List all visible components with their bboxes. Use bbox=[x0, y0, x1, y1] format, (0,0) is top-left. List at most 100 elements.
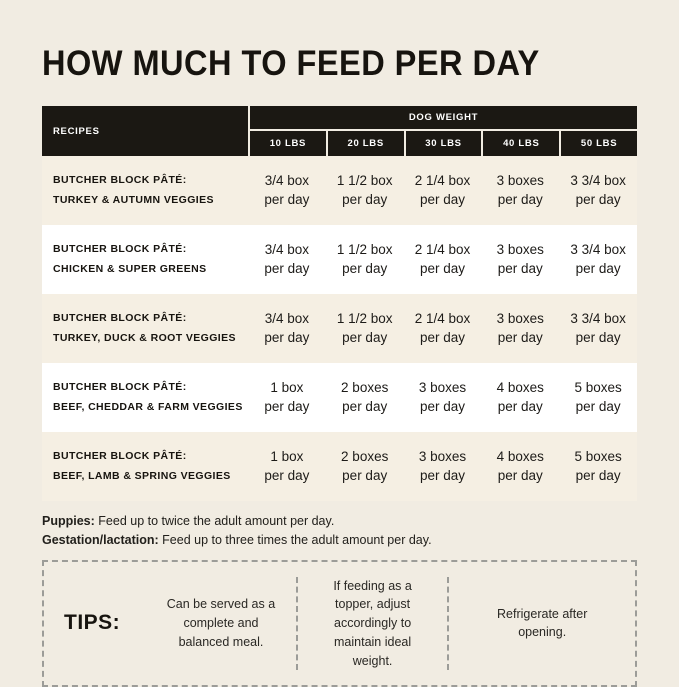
per-day-text: per day bbox=[576, 398, 621, 417]
weight-header-group: DOG WEIGHT 10 LBS 20 LBS 30 LBS 40 LBS 5… bbox=[250, 106, 637, 156]
per-day-text: per day bbox=[498, 191, 543, 210]
amount-text: 1 1/2 box bbox=[337, 172, 393, 191]
tip-topper: If feeding as a topper, adjust according… bbox=[296, 577, 448, 671]
recipe-line2: TURKEY & AUTUMN VEGGIES bbox=[53, 191, 248, 211]
feeding-amount-20lbs: 1 1/2 box per day bbox=[326, 156, 404, 225]
recipe-line2: CHICKEN & SUPER GREENS bbox=[53, 260, 248, 280]
recipe-line2: BEEF, CHEDDAR & FARM VEGGIES bbox=[53, 398, 248, 418]
recipe-line1: BUTCHER BLOCK PÂTÉ: bbox=[53, 378, 248, 398]
tip-refrigerate: Refrigerate after opening. bbox=[447, 577, 635, 671]
table-row-beef-cheddar-farm: BUTCHER BLOCK PÂTÉ: BEEF, CHEDDAR & FARM… bbox=[42, 363, 637, 432]
feeding-amount-50lbs: 3 3/4 box per day bbox=[559, 225, 637, 294]
amount-text: 2 1/4 box bbox=[415, 310, 471, 329]
recipe-line1: BUTCHER BLOCK PÂTÉ: bbox=[53, 447, 248, 467]
amount-text: 3 3/4 box bbox=[570, 310, 626, 329]
feeding-amount-40lbs: 4 boxes per day bbox=[481, 432, 559, 501]
weight-columns-row: 10 LBS 20 LBS 30 LBS 40 LBS 50 LBS bbox=[250, 131, 637, 156]
feeding-amount-50lbs: 5 boxes per day bbox=[559, 432, 637, 501]
feeding-amount-10lbs: 1 box per day bbox=[248, 363, 326, 432]
per-day-text: per day bbox=[264, 260, 309, 279]
weight-col-20lbs: 20 LBS bbox=[328, 131, 404, 156]
amount-text: 4 boxes bbox=[497, 448, 544, 467]
per-day-text: per day bbox=[420, 329, 465, 348]
amount-text: 5 boxes bbox=[574, 379, 621, 398]
feeding-amount-50lbs: 3 3/4 box per day bbox=[559, 294, 637, 363]
per-day-text: per day bbox=[498, 329, 543, 348]
per-day-text: per day bbox=[420, 260, 465, 279]
per-day-text: per day bbox=[420, 398, 465, 417]
page-title: HOW MUCH TO FEED PER DAY bbox=[42, 44, 595, 84]
dog-weight-header-cell: DOG WEIGHT bbox=[250, 106, 637, 129]
footnote-gestation: Gestation/lactation: Feed up to three ti… bbox=[42, 532, 637, 548]
recipe-name: BUTCHER BLOCK PÂTÉ: BEEF, LAMB & SPRING … bbox=[42, 432, 248, 501]
per-day-text: per day bbox=[264, 191, 309, 210]
amount-text: 1 1/2 box bbox=[337, 310, 393, 329]
per-day-text: per day bbox=[576, 260, 621, 279]
recipe-name: BUTCHER BLOCK PÂTÉ: CHICKEN & SUPER GREE… bbox=[42, 225, 248, 294]
per-day-text: per day bbox=[342, 467, 387, 486]
feeding-amount-20lbs: 2 boxes per day bbox=[326, 432, 404, 501]
feeding-amount-10lbs: 3/4 box per day bbox=[248, 225, 326, 294]
feeding-amount-30lbs: 2 1/4 box per day bbox=[404, 294, 482, 363]
amount-text: 1 box bbox=[270, 379, 303, 398]
per-day-text: per day bbox=[576, 191, 621, 210]
feeding-amount-40lbs: 4 boxes per day bbox=[481, 363, 559, 432]
per-day-text: per day bbox=[576, 467, 621, 486]
amount-text: 3/4 box bbox=[265, 310, 309, 329]
feeding-amount-50lbs: 3 3/4 box per day bbox=[559, 156, 637, 225]
feeding-amount-20lbs: 2 boxes per day bbox=[326, 363, 404, 432]
footnotes: Puppies: Feed up to twice the adult amou… bbox=[42, 513, 637, 549]
amount-text: 1 1/2 box bbox=[337, 241, 393, 260]
feeding-amount-30lbs: 2 1/4 box per day bbox=[404, 225, 482, 294]
feeding-amount-10lbs: 1 box per day bbox=[248, 432, 326, 501]
amount-text: 3 3/4 box bbox=[570, 172, 626, 191]
weight-col-30lbs: 30 LBS bbox=[406, 131, 482, 156]
amount-text: 3 3/4 box bbox=[570, 241, 626, 260]
recipe-name: BUTCHER BLOCK PÂTÉ: TURKEY & AUTUMN VEGG… bbox=[42, 156, 248, 225]
recipe-line1: BUTCHER BLOCK PÂTÉ: bbox=[53, 309, 248, 329]
feeding-amount-40lbs: 3 boxes per day bbox=[481, 294, 559, 363]
amount-text: 3/4 box bbox=[265, 172, 309, 191]
table-row-chicken-greens: BUTCHER BLOCK PÂTÉ: CHICKEN & SUPER GREE… bbox=[42, 225, 637, 294]
feeding-amount-50lbs: 5 boxes per day bbox=[559, 363, 637, 432]
per-day-text: per day bbox=[342, 260, 387, 279]
per-day-text: per day bbox=[420, 191, 465, 210]
tip-complete-meal: Can be served as a complete and balanced… bbox=[146, 577, 296, 671]
amount-text: 3/4 box bbox=[265, 241, 309, 260]
weight-col-40lbs: 40 LBS bbox=[483, 131, 559, 156]
feeding-amount-30lbs: 3 boxes per day bbox=[404, 432, 482, 501]
per-day-text: per day bbox=[498, 260, 543, 279]
per-day-text: per day bbox=[576, 329, 621, 348]
tips-label: TIPS: bbox=[44, 577, 146, 671]
tips-box: TIPS: Can be served as a complete and ba… bbox=[42, 560, 637, 687]
recipe-name: BUTCHER BLOCK PÂTÉ: BEEF, CHEDDAR & FARM… bbox=[42, 363, 248, 432]
feeding-table: RECIPES DOG WEIGHT 10 LBS 20 LBS 30 LBS … bbox=[42, 106, 637, 501]
per-day-text: per day bbox=[264, 398, 309, 417]
per-day-text: per day bbox=[342, 329, 387, 348]
amount-text: 2 1/4 box bbox=[415, 241, 471, 260]
amount-text: 4 boxes bbox=[497, 379, 544, 398]
feeding-amount-40lbs: 3 boxes per day bbox=[481, 225, 559, 294]
recipe-line2: TURKEY, DUCK & ROOT VEGGIES bbox=[53, 329, 248, 349]
recipe-line2: BEEF, LAMB & SPRING VEGGIES bbox=[53, 467, 248, 487]
amount-text: 3 boxes bbox=[419, 448, 466, 467]
amount-text: 2 1/4 box bbox=[415, 172, 471, 191]
feeding-amount-10lbs: 3/4 box per day bbox=[248, 156, 326, 225]
recipe-line1: BUTCHER BLOCK PÂTÉ: bbox=[53, 171, 248, 191]
table-row-turkey-duck-root: BUTCHER BLOCK PÂTÉ: TURKEY, DUCK & ROOT … bbox=[42, 294, 637, 363]
per-day-text: per day bbox=[498, 467, 543, 486]
amount-text: 5 boxes bbox=[574, 448, 621, 467]
feeding-amount-30lbs: 3 boxes per day bbox=[404, 363, 482, 432]
recipe-name: BUTCHER BLOCK PÂTÉ: TURKEY, DUCK & ROOT … bbox=[42, 294, 248, 363]
per-day-text: per day bbox=[498, 398, 543, 417]
footnote-puppies: Puppies: Feed up to twice the adult amou… bbox=[42, 513, 637, 529]
footnote-label: Gestation/lactation: bbox=[42, 533, 159, 547]
per-day-text: per day bbox=[264, 467, 309, 486]
recipes-header-cell: RECIPES bbox=[42, 106, 248, 156]
footnote-text: Feed up to twice the adult amount per da… bbox=[98, 514, 334, 528]
per-day-text: per day bbox=[264, 329, 309, 348]
table-row-beef-lamb-spring: BUTCHER BLOCK PÂTÉ: BEEF, LAMB & SPRING … bbox=[42, 432, 637, 501]
amount-text: 2 boxes bbox=[341, 448, 388, 467]
footnote-label: Puppies: bbox=[42, 514, 95, 528]
